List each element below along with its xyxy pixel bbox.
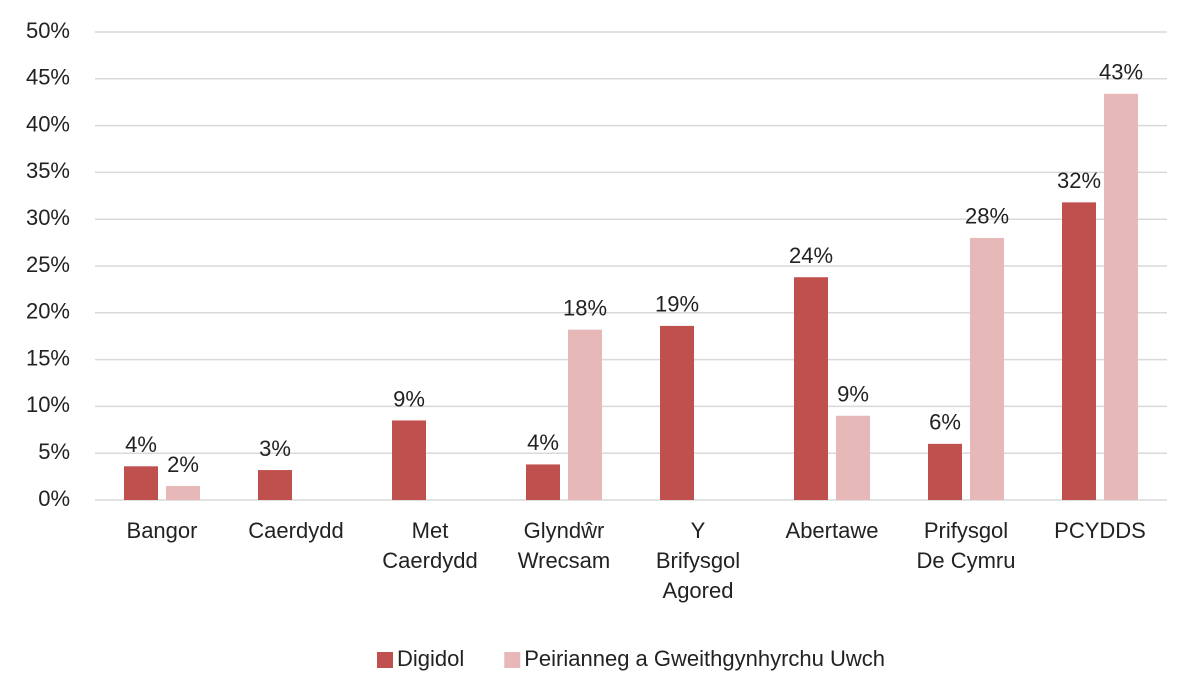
bar [794,277,828,500]
x-tick-label: Caerdydd [248,518,343,543]
x-tick-label: PCYDDS [1054,518,1146,543]
bar [970,237,1004,501]
legend-swatch [504,652,521,668]
y-tick-label: 35% [26,158,70,183]
y-tick-label: 20% [26,299,70,324]
y-tick-label: 15% [26,345,70,370]
x-tick-label: Prifysgol De Cymru [916,518,1015,573]
legend-label: Digidol [397,646,464,671]
bar [258,470,292,500]
x-tick-label: Glyndŵr Wrecsam [518,518,611,573]
y-tick-label: 25% [26,252,70,277]
bar [928,443,962,500]
bar [836,415,870,500]
data-label: 19% [655,292,699,317]
data-label: 4% [125,432,157,457]
data-label: 9% [393,386,425,411]
data-label: 43% [1099,60,1143,85]
bar [568,329,602,500]
y-tick-label: 50% [26,18,70,43]
legend: Digidol Peirianneg a Gweithgynhyrchu Uwch [376,646,885,671]
data-label: 18% [563,295,607,320]
y-tick-label: 40% [26,111,70,136]
legend-label: Peirianneg a Gweithgynhyrchu Uwch [524,646,885,671]
x-tick-label: Y Brifysgol Agored [656,518,740,603]
bar [166,485,200,500]
data-label: 2% [167,452,199,477]
x-tick-label: Abertawe [786,518,879,543]
data-label: 32% [1057,168,1101,193]
x-tick-label: Met Caerdydd [382,518,477,573]
bar [124,466,158,500]
data-label: 28% [965,204,1009,229]
data-label: 9% [837,382,869,407]
y-tick-label: 0% [38,486,70,511]
bar [660,325,694,500]
data-label: 6% [929,410,961,435]
x-tick-label: Bangor [127,518,198,543]
bar [392,420,426,500]
legend-swatch [376,652,393,668]
bar [1062,202,1096,501]
y-tick-label: 10% [26,392,70,417]
data-label: 3% [259,436,291,461]
data-label: 4% [527,430,559,455]
bar [526,464,560,500]
bar [1104,93,1138,500]
y-tick-label: 5% [38,439,70,464]
y-tick-label: 30% [26,205,70,230]
y-tick-label: 45% [26,65,70,90]
data-label: 24% [789,243,833,268]
